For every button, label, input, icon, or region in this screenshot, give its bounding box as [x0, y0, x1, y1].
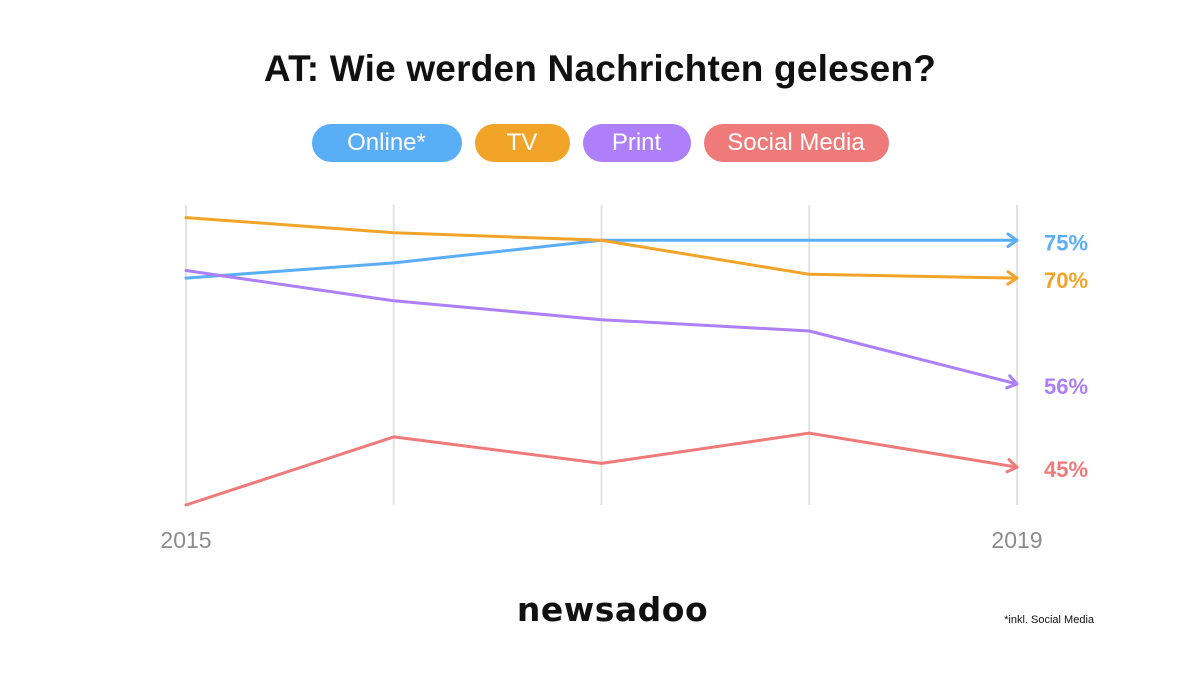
end-label-tv: 70% — [1044, 268, 1088, 293]
end-label-online: 75% — [1044, 230, 1088, 255]
footnote: *inkl. Social Media — [1004, 614, 1094, 626]
legend-social-media: Social Media — [703, 124, 889, 162]
legend-print: Print — [582, 124, 691, 162]
series-line-tv — [184, 216, 1019, 280]
series-line-print — [184, 269, 1019, 386]
end-label-print: 56% — [1044, 374, 1088, 399]
legend: Online* TV Print Social Media — [0, 124, 1200, 162]
series-line-social-media — [184, 431, 1019, 507]
series-arrow-social-media — [1005, 458, 1019, 474]
end-label-social-media: 45% — [1044, 457, 1088, 482]
series-arrow-print — [1005, 374, 1019, 390]
series-arrow-tv — [1006, 270, 1019, 286]
series-arrow-online — [1006, 232, 1019, 248]
legend-tv: TV — [474, 124, 570, 162]
brand-logo: newsadoo — [516, 590, 709, 629]
chart-title: AT: Wie werden Nachrichten gelesen? — [263, 48, 937, 89]
x-tick-label-2015: 2015 — [160, 527, 211, 553]
legend-online: Online* — [311, 124, 462, 162]
x-tick-label-2019: 2019 — [991, 527, 1042, 553]
